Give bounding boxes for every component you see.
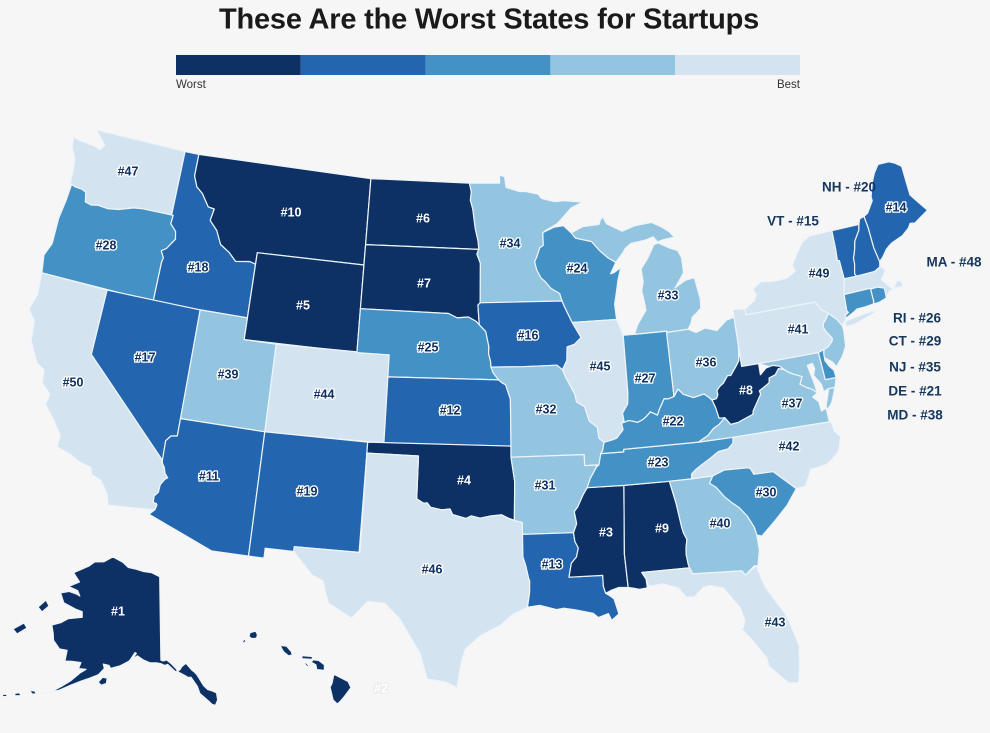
svg-text:#43: #43 [765,616,786,630]
svg-text:#2: #2 [374,682,388,696]
svg-text:#24: #24 [567,262,588,276]
svg-text:VT - #15: VT - #15 [767,214,819,229]
svg-text:These Are the Worst States for: These Are the Worst States for Startups [219,4,759,36]
svg-text:#3: #3 [599,526,613,540]
svg-text:Best: Best [777,79,801,91]
svg-text:#12: #12 [440,404,461,418]
svg-text:#34: #34 [500,237,521,251]
svg-text:MA - #48: MA - #48 [926,255,982,270]
svg-text:#8: #8 [739,384,753,398]
svg-text:NJ - #35: NJ - #35 [889,360,941,375]
svg-text:#9: #9 [655,522,669,536]
svg-text:#47: #47 [118,165,139,179]
svg-text:#23: #23 [648,456,669,470]
svg-text:#46: #46 [422,563,443,577]
svg-text:CT - #29: CT - #29 [889,334,942,349]
svg-text:#10: #10 [281,206,302,220]
svg-text:#6: #6 [416,212,430,226]
svg-text:#1: #1 [111,605,125,619]
svg-text:MD - #38: MD - #38 [887,408,943,423]
svg-text:RI - #26: RI - #26 [893,311,942,326]
svg-text:#14: #14 [886,201,907,215]
svg-text:#19: #19 [297,485,318,499]
svg-text:#7: #7 [417,277,431,291]
svg-text:#5: #5 [296,299,310,313]
svg-text:#25: #25 [418,341,439,355]
svg-text:#32: #32 [536,403,557,417]
svg-text:#31: #31 [535,479,556,493]
svg-text:#36: #36 [696,356,717,370]
svg-text:#49: #49 [809,267,830,281]
svg-text:#28: #28 [96,239,117,253]
svg-text:#13: #13 [542,558,563,572]
svg-text:DE - #21: DE - #21 [888,384,942,399]
svg-text:#42: #42 [779,440,800,454]
svg-text:#18: #18 [188,261,209,275]
svg-text:#4: #4 [457,474,471,488]
svg-text:Worst: Worst [176,79,207,91]
svg-text:#17: #17 [135,351,156,365]
svg-text:#45: #45 [590,360,611,374]
svg-text:#39: #39 [218,368,239,382]
svg-text:#37: #37 [782,397,803,411]
svg-text:#27: #27 [635,372,656,386]
svg-text:#11: #11 [199,470,219,484]
svg-text:#50: #50 [63,376,84,390]
svg-text:#30: #30 [756,486,777,500]
svg-text:#41: #41 [788,323,809,337]
svg-text:#16: #16 [518,329,539,343]
svg-text:NH - #20: NH - #20 [822,180,876,195]
svg-text:#40: #40 [710,517,731,531]
svg-text:#44: #44 [314,388,335,402]
svg-text:#22: #22 [663,415,684,429]
svg-text:#33: #33 [658,289,679,303]
